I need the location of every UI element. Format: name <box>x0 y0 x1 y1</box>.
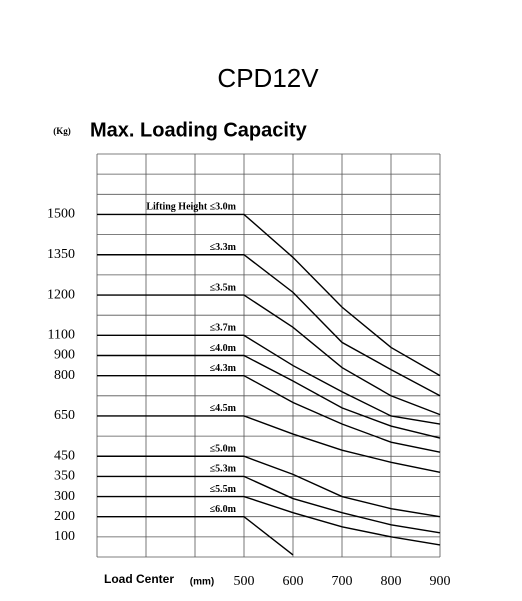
y-tick-label: 200 <box>54 509 75 524</box>
capacity-line <box>97 455 441 518</box>
capacity-line <box>97 294 441 416</box>
capacity-line <box>97 374 441 453</box>
x-tick-label: 900 <box>430 574 451 589</box>
capacity-line <box>97 516 294 556</box>
y-tick-label: 1100 <box>48 328 75 343</box>
y-unit: (Kg) <box>53 126 71 136</box>
capacity-line <box>97 354 441 439</box>
series-label: ≤5.5m <box>210 484 237 495</box>
y-tick-label: 800 <box>54 368 75 383</box>
series-label: ≤5.0m <box>210 444 237 455</box>
x-tick-label: 800 <box>381 574 402 589</box>
series-label: ≤5.3m <box>210 464 237 475</box>
y-tick-label: 350 <box>54 469 75 484</box>
x-tick-label: 700 <box>332 574 353 589</box>
y-tick-label: 1350 <box>47 247 75 262</box>
x-tick-label: 600 <box>283 574 304 589</box>
y-tick-label: 300 <box>54 489 75 504</box>
y-tick-label: 450 <box>54 448 75 463</box>
x-tick-label: 500 <box>234 574 255 589</box>
capacity-line <box>97 475 441 534</box>
chart-subtitle: Max. Loading Capacity <box>90 119 308 141</box>
series-label: Lifting Height ≤3.0m <box>146 202 236 213</box>
y-tick-label: 650 <box>54 408 75 423</box>
series-label: ≤4.3m <box>210 363 237 374</box>
series-label: ≤4.5m <box>210 403 237 414</box>
x-label: Load Center <box>104 572 174 586</box>
y-tick-label: 100 <box>54 529 75 544</box>
capacity-line <box>97 254 441 397</box>
y-tick-label: 900 <box>54 348 75 363</box>
capacity-line <box>97 213 441 377</box>
x-unit: (mm) <box>190 577 214 588</box>
series-label: ≤4.0m <box>210 343 237 354</box>
capacity-line <box>97 334 441 425</box>
chart-title: CPD12V <box>217 63 319 93</box>
series-label: ≤3.3m <box>210 242 237 253</box>
capacity-line <box>97 415 441 474</box>
series-label: ≤3.5m <box>210 282 237 293</box>
series-label: ≤3.7m <box>210 323 237 334</box>
y-tick-label: 1200 <box>47 287 75 302</box>
y-tick-label: 1500 <box>47 207 75 222</box>
series-label: ≤6.0m <box>210 504 237 515</box>
capacity-line <box>97 495 441 546</box>
